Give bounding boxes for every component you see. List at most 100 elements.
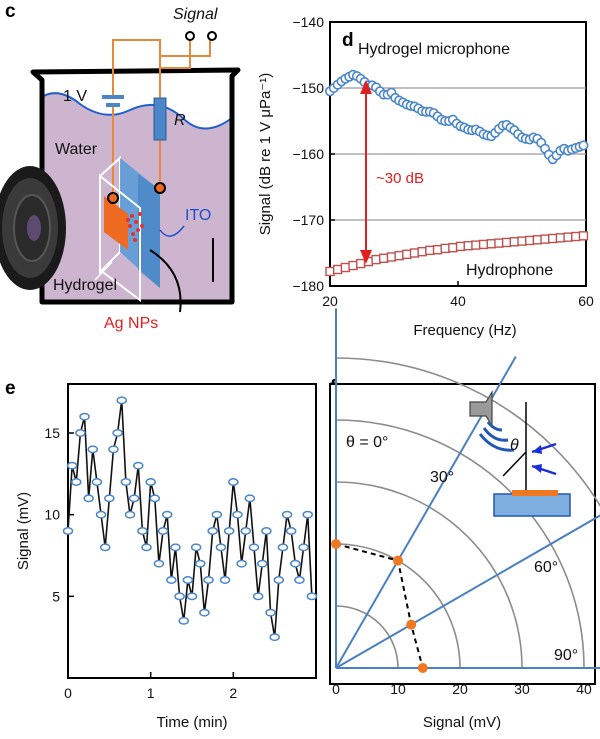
electrode-left xyxy=(107,192,119,204)
polar-point xyxy=(417,663,428,673)
hydrophone-point xyxy=(332,264,343,275)
signal-point xyxy=(157,527,169,535)
hydrophone-point xyxy=(379,253,389,263)
hydrophone-point xyxy=(432,244,443,255)
inset-theta-label: θ xyxy=(510,437,519,454)
signal-point xyxy=(285,527,297,535)
hydrophone-point xyxy=(548,233,558,244)
signal-point xyxy=(195,559,206,568)
y-tick-label: −150 xyxy=(292,80,324,96)
hydrophone-point xyxy=(478,239,489,250)
signal-point xyxy=(269,633,280,642)
panel-d-xlabel: Frequency (Hz) xyxy=(413,322,516,339)
hydrophone-point xyxy=(417,246,427,257)
voltage-label: 1 V xyxy=(63,88,87,105)
y-tick-label: −140 xyxy=(292,14,324,30)
signal-point xyxy=(277,543,289,552)
x-tick-label: 20 xyxy=(452,681,468,697)
hydrophone-point xyxy=(409,248,420,258)
difference-label: ~30 dB xyxy=(376,170,424,187)
signal-point xyxy=(281,510,293,519)
hydrophone-point xyxy=(540,234,550,244)
panel-d-ylabel: Signal (dB re 1 V μPa⁻¹) xyxy=(257,73,274,235)
x-tick-label: 2 xyxy=(229,685,237,701)
signal-point xyxy=(174,592,185,601)
signal-point xyxy=(95,510,107,519)
signal-trace xyxy=(67,400,313,638)
hydrophone-point xyxy=(571,231,581,242)
signal-point xyxy=(215,543,227,552)
inset-hydrogel xyxy=(512,490,558,496)
signal-point xyxy=(178,616,189,625)
panel-f-xlabel: Signal (mV) xyxy=(423,714,501,731)
hydrophone-point xyxy=(463,241,473,251)
ag-nps-pointer xyxy=(149,249,182,313)
hydrogel-pointer xyxy=(94,261,113,281)
polar-arc xyxy=(335,419,585,669)
signal-point xyxy=(75,429,86,437)
signal-point xyxy=(240,527,251,535)
signal-point xyxy=(108,445,119,454)
x-tick-label: 0 xyxy=(332,681,340,697)
x-tick-label: 1 xyxy=(147,685,155,701)
angle-label-90: 90° xyxy=(554,647,578,664)
x-tick-label: 10 xyxy=(390,681,406,697)
signal-point xyxy=(203,576,214,584)
signal-point xyxy=(145,478,156,486)
polar-arcs xyxy=(335,357,600,669)
signal-point xyxy=(252,592,264,601)
signal-point xyxy=(190,543,202,552)
polar-arc xyxy=(335,543,461,669)
hydrophone-point xyxy=(440,243,450,254)
signal-point xyxy=(153,559,165,568)
signal-point xyxy=(161,510,173,519)
polar-arc xyxy=(335,481,523,669)
x-tick-label: 40 xyxy=(576,681,592,697)
hydrophone-point xyxy=(386,252,397,262)
ag-nps-dots xyxy=(126,212,144,242)
signal-point xyxy=(120,478,132,486)
panel-e-frame xyxy=(67,383,317,679)
panel-c: c Signal 1 V R xyxy=(0,1,241,332)
signal-point xyxy=(99,543,111,552)
panel-e-series xyxy=(62,396,318,642)
signal-point xyxy=(265,608,276,617)
signal-point xyxy=(261,527,272,535)
angle-label-30: 30° xyxy=(430,469,454,486)
hydrogel-device xyxy=(99,155,160,302)
signal-point xyxy=(170,543,181,552)
signal-point xyxy=(62,527,74,535)
inset-substrate xyxy=(493,493,571,517)
signal-point xyxy=(112,429,123,437)
signal-point xyxy=(244,494,256,503)
hydrophone-point xyxy=(471,240,481,250)
signal-label: Signal xyxy=(173,6,218,23)
resistor-label: R xyxy=(174,112,186,129)
signal-point xyxy=(257,559,268,568)
hydrophone-point xyxy=(340,262,351,273)
panel-f-xticks: 01020304050 xyxy=(332,681,592,697)
signal-point xyxy=(137,527,148,535)
panel-c-label: c xyxy=(5,1,16,22)
panel-e-xticks: 0 1 2 xyxy=(64,672,237,701)
signal-point xyxy=(71,478,82,486)
circuit-wires xyxy=(112,39,211,196)
hydrophone-point xyxy=(501,237,512,248)
hydrophone-point xyxy=(455,241,466,252)
water-surface xyxy=(39,92,233,130)
signal-point xyxy=(149,494,161,503)
hydrophone-point xyxy=(394,250,404,261)
signal-point xyxy=(219,576,231,584)
inset-incidence-line xyxy=(502,451,527,477)
panel-d-series xyxy=(324,69,589,277)
polar-point xyxy=(331,539,341,549)
battery-icon xyxy=(102,95,124,107)
hydrophone-point xyxy=(578,231,589,241)
hydrophone-point xyxy=(325,266,335,277)
signal-point xyxy=(79,412,90,421)
y-tick-label: 10 xyxy=(44,507,60,523)
x-tick-label: 40 xyxy=(450,293,466,309)
hydrophone-point xyxy=(532,235,543,245)
signal-point xyxy=(294,576,305,584)
y-tick-label: −160 xyxy=(292,146,324,162)
